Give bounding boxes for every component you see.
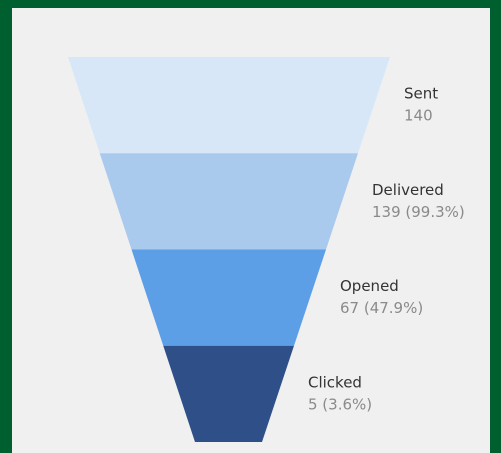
stage-value: 140 <box>404 107 433 125</box>
stage-value: 139 (99.3%) <box>372 203 465 221</box>
stage-name: Clicked <box>308 373 362 391</box>
funnel-stage <box>163 345 294 442</box>
stage-name: Sent <box>404 85 438 103</box>
funnel-stage <box>131 249 326 346</box>
funnel-stage <box>68 57 390 154</box>
stage-name: Delivered <box>372 181 444 199</box>
stage-value: 5 (3.6%) <box>308 395 372 413</box>
stage-name: Opened <box>340 277 399 295</box>
funnel-stage <box>99 153 358 250</box>
stage-value: 67 (47.9%) <box>340 299 423 317</box>
